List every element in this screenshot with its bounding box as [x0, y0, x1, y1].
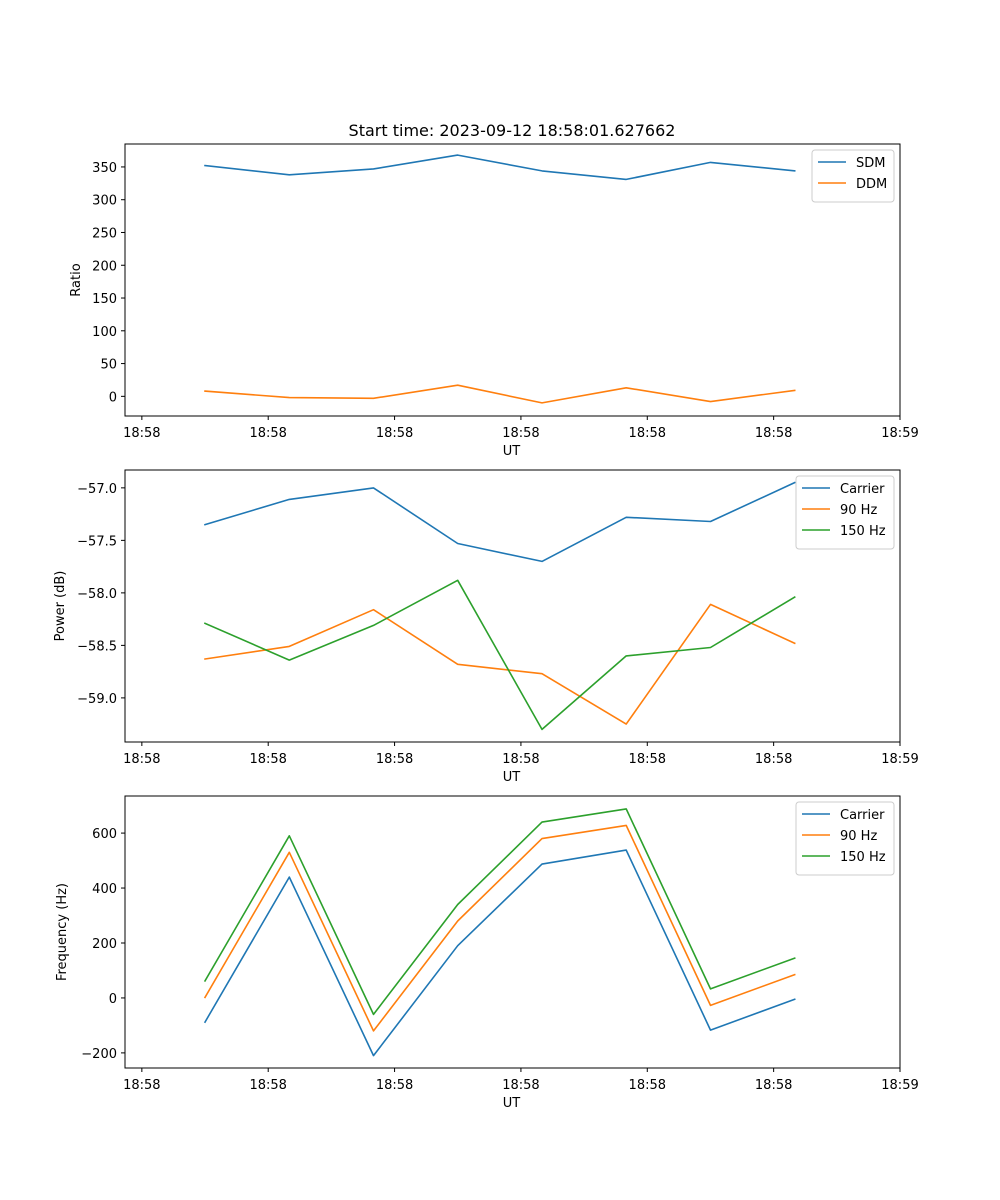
y-tick-label: 350	[92, 161, 117, 176]
legend-label: DDM	[856, 177, 887, 192]
frequency-panel: 18:58 18:58 18:58 18:58 18:58 18:58 18:59 −200 0…	[55, 795, 919, 1111]
legend-label: 90 Hz	[840, 829, 877, 844]
ratio-panel: 18:58 18:58 18:58 18:58 18:58 18:58 18:59 0 50 10…	[69, 143, 919, 459]
x-tick-label: 18:58	[123, 426, 160, 441]
x-axis-label: UT	[503, 1096, 521, 1111]
x-tick-label: 18:59	[881, 752, 918, 767]
y-tick-label: 200	[92, 937, 117, 952]
x-tick-label: 18:59	[881, 1078, 918, 1093]
series-line-150-hz	[203, 579, 796, 731]
series-line-carrier	[204, 481, 796, 563]
legend-label: 90 Hz	[840, 503, 877, 518]
x-tick-label: 18:58	[249, 1078, 286, 1093]
y-tick-label: 150	[92, 292, 117, 307]
series-line-150-hz	[203, 808, 796, 1016]
x-tick-label: 18:58	[629, 1078, 666, 1093]
x-tick-label: 18:58	[755, 752, 792, 767]
y-tick-label: −59.0	[77, 692, 117, 707]
y-tick-label: −58.5	[77, 639, 117, 654]
y-tick-label: −58.0	[77, 587, 117, 602]
axes-frame	[124, 143, 901, 417]
chart-title: Start time: 2023-09-12 18:58:01.627662	[349, 121, 676, 140]
y-tick-label: 100	[92, 325, 117, 340]
y-axis-label: Ratio	[69, 263, 84, 296]
series-line-sdm	[204, 154, 796, 181]
axes-frame	[124, 795, 901, 1069]
series-line-90-hz	[204, 603, 796, 725]
legend-label: SDM	[856, 156, 885, 171]
series-line-carrier	[203, 849, 796, 1057]
y-tick-label: 50	[100, 358, 117, 373]
x-tick-label: 18:58	[376, 426, 413, 441]
y-axis-label: Power (dB)	[53, 571, 68, 642]
legend: SDM DDM	[811, 149, 895, 203]
legend-label: 150 Hz	[840, 524, 886, 539]
legend: Carrier 90 Hz 150 Hz	[795, 801, 895, 876]
legend: Carrier 90 Hz 150 Hz	[795, 475, 895, 550]
y-tick-label: 400	[92, 882, 117, 897]
y-tick-label: 200	[92, 259, 117, 274]
legend-box	[811, 149, 895, 203]
axes-frame	[124, 469, 901, 743]
x-tick-label: 18:58	[502, 1078, 539, 1093]
legend-label: 150 Hz	[840, 850, 886, 865]
y-tick-label: −57.5	[77, 534, 117, 549]
y-tick-label: −200	[81, 1047, 117, 1062]
y-tick-label: 300	[92, 194, 117, 209]
y-tick-label: −57.0	[77, 482, 117, 497]
x-tick-label: 18:58	[249, 752, 286, 767]
x-axis-label: UT	[503, 444, 521, 459]
x-tick-label: 18:58	[376, 1078, 413, 1093]
y-tick-label: 250	[92, 226, 117, 241]
series-line-90-hz	[203, 824, 796, 1032]
x-tick-label: 18:58	[629, 426, 666, 441]
x-tick-label: 18:58	[249, 426, 286, 441]
legend-label: Carrier	[840, 482, 885, 497]
x-tick-label: 18:58	[755, 426, 792, 441]
power-panel: 18:58 18:58 18:58 18:58 18:58 18:58 18:59 −59.0…	[53, 469, 919, 785]
legend-label: Carrier	[840, 808, 885, 823]
y-tick-label: 0	[109, 992, 117, 1007]
y-axis-label: Frequency (Hz)	[55, 883, 70, 981]
series-line-ddm	[204, 384, 796, 404]
x-axis-label: UT	[503, 770, 521, 785]
x-tick-label: 18:59	[881, 426, 918, 441]
x-tick-label: 18:58	[629, 752, 666, 767]
x-tick-label: 18:58	[123, 1078, 160, 1093]
x-tick-label: 18:58	[755, 1078, 792, 1093]
x-tick-label: 18:58	[502, 426, 539, 441]
x-tick-label: 18:58	[376, 752, 413, 767]
x-tick-label: 18:58	[502, 752, 539, 767]
y-tick-label: 0	[109, 390, 117, 405]
y-tick-label: 600	[92, 827, 117, 842]
x-tick-label: 18:58	[123, 752, 160, 767]
